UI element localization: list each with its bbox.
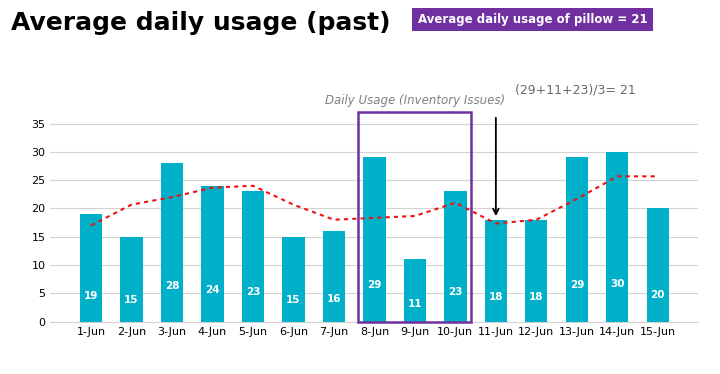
Text: Daily Usage (Inventory Issues): Daily Usage (Inventory Issues)	[325, 94, 505, 107]
Text: 18: 18	[529, 292, 544, 301]
Bar	[323, 231, 345, 322]
Text: 24: 24	[205, 285, 220, 295]
Text: 15: 15	[125, 295, 139, 305]
Bar	[120, 237, 143, 322]
Bar	[606, 152, 629, 322]
Text: 29: 29	[367, 280, 382, 290]
Text: 30: 30	[610, 279, 624, 289]
Text: 23: 23	[448, 286, 463, 297]
Bar	[161, 163, 183, 322]
Text: 11: 11	[408, 299, 422, 309]
Bar	[647, 208, 669, 322]
Text: Average daily usage (past): Average daily usage (past)	[11, 11, 390, 35]
Legend: Daily Usage, Average Daily Usage (past 3 days): Daily Usage, Average Daily Usage (past 3…	[207, 373, 541, 374]
Bar	[566, 157, 588, 322]
Bar	[444, 191, 467, 322]
Bar	[404, 260, 426, 322]
Text: 29: 29	[570, 280, 584, 290]
Bar	[202, 186, 224, 322]
Text: 23: 23	[246, 286, 260, 297]
Text: 28: 28	[165, 281, 179, 291]
Text: 15: 15	[286, 295, 301, 305]
Text: 20: 20	[651, 289, 665, 300]
Bar	[525, 220, 547, 322]
Bar	[242, 191, 264, 322]
Bar	[80, 214, 102, 322]
Text: 18: 18	[489, 292, 503, 301]
Text: 19: 19	[84, 291, 98, 301]
Bar	[485, 220, 507, 322]
Bar	[364, 157, 385, 322]
Text: 16: 16	[327, 294, 341, 304]
Bar	[282, 237, 305, 322]
Bar	[359, 112, 472, 322]
Text: Average daily usage of pillow = 21: Average daily usage of pillow = 21	[418, 13, 647, 26]
Text: (29+11+23)/3= 21: (29+11+23)/3= 21	[516, 83, 636, 96]
